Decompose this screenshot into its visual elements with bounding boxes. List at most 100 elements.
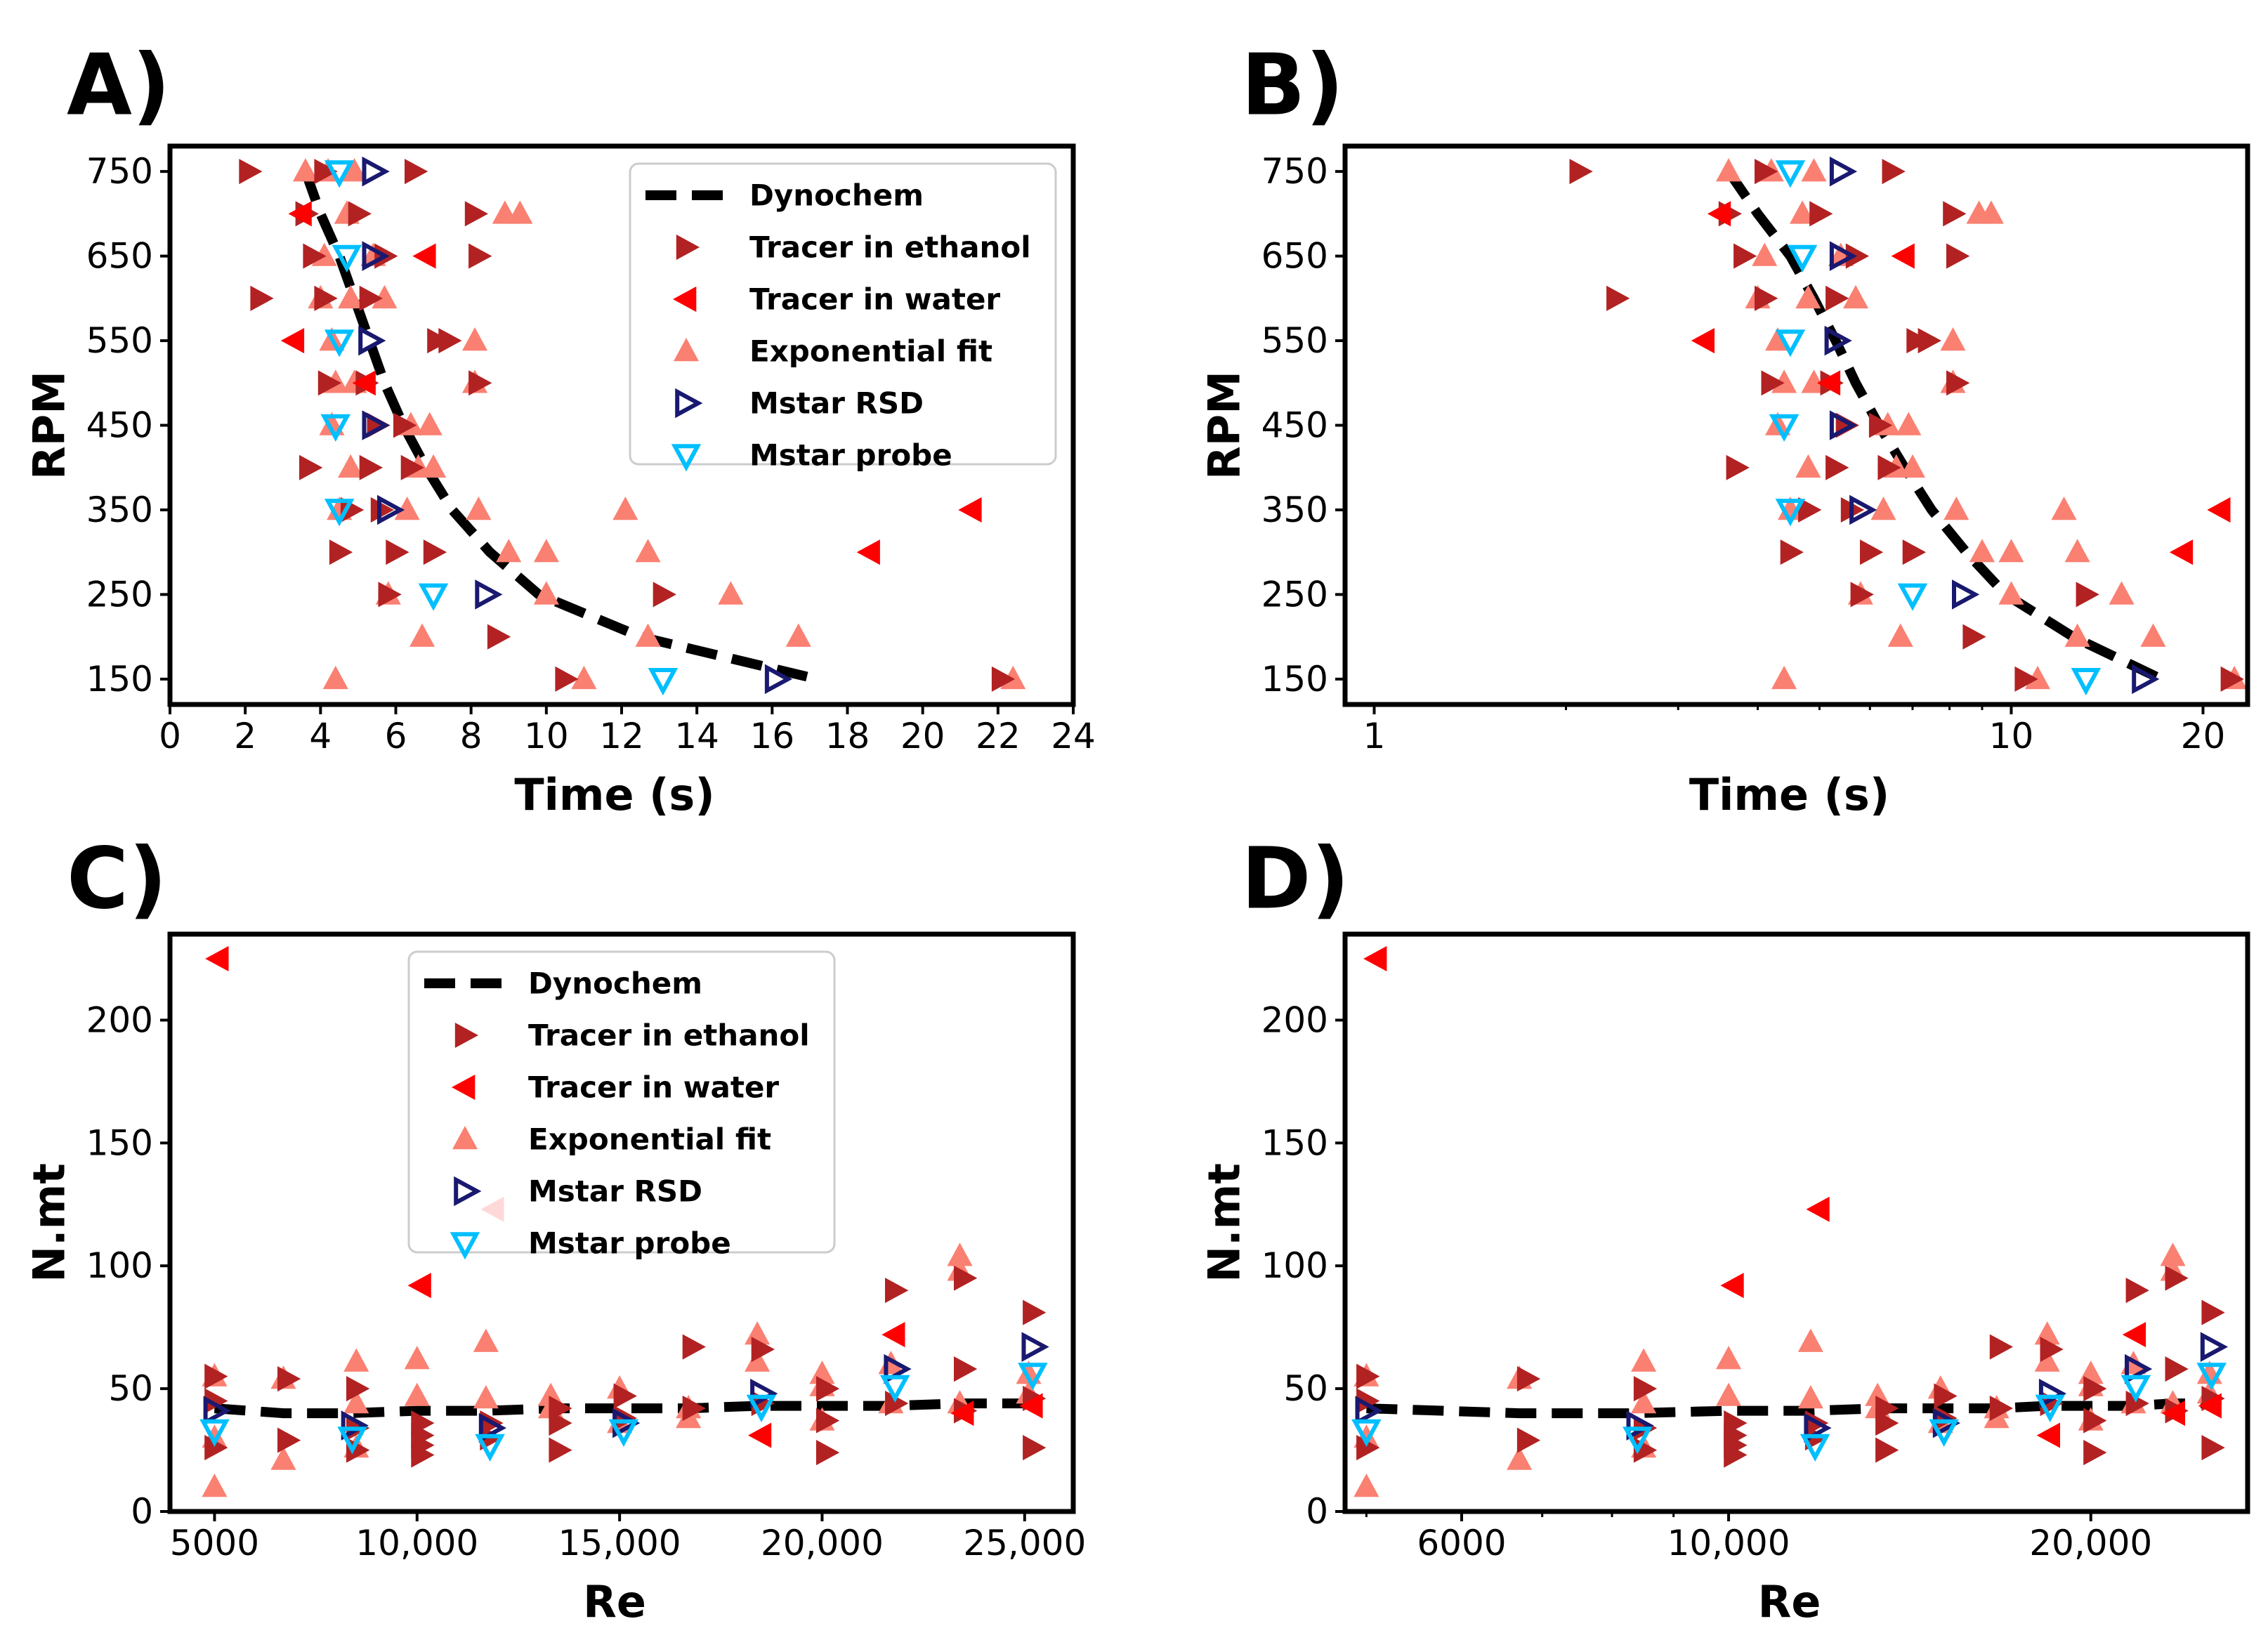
panel-a-exponential-fit-point	[612, 497, 638, 520]
panel-b-mstar-probe-point	[1775, 329, 1806, 358]
panel-a-tracer-in-ethanol-point	[393, 412, 417, 438]
panel-b-exponential-fit-point	[1943, 497, 1969, 520]
panel-b-exponential-fit-point	[1795, 284, 1821, 309]
panel-c-ytick-label: 200	[86, 999, 153, 1040]
panel-d-tracer-in-ethanol-point	[1356, 1435, 1380, 1461]
panel-b-mstar-rsd-point	[1849, 494, 1877, 525]
panel-b-mstar-probe-point	[1769, 414, 1800, 442]
panel-a-mstar-rsd-point	[377, 494, 405, 525]
panel-a-xlabel: Time (s)	[514, 769, 714, 820]
panel-b-tracer-in-water-point	[2207, 497, 2231, 523]
panel-d-ytick-label: 200	[1261, 999, 1328, 1040]
panel-b-tracer-in-ethanol-point	[2014, 666, 2038, 692]
panel-a-mstar-probe-point	[324, 329, 355, 358]
legend-tracer-in-ethanol-label: Tracer in ethanol	[749, 230, 1031, 265]
panel-a-xtick-label: 0	[159, 716, 181, 756]
panel-b-exponential-fit-point	[1940, 327, 1966, 351]
panel-c-xtick-label: 20,000	[761, 1523, 884, 1563]
panel-d-mstar-probe-point	[1623, 1427, 1653, 1455]
legend-mstar-probe-swatch	[671, 444, 702, 472]
panel-c-xlabel: Re	[583, 1576, 646, 1627]
panel-d-ylabel: N.mt	[1199, 1163, 1250, 1283]
panel-c-mstar-probe-point	[879, 1375, 910, 1403]
legend-exponential-fit-swatch	[674, 338, 699, 362]
panel-a-legend: Dynochem Tracer in ethanol Tracer in water…	[629, 162, 1057, 473]
panel-a-tracer-in-ethanol-point	[468, 243, 492, 269]
panel-c-xtick-label: 15,000	[558, 1523, 681, 1563]
panel-c-mstar-rsd-point	[1021, 1332, 1049, 1362]
panel-a-mstar-rsd-point	[362, 241, 390, 271]
panel-a-exponential-fit-point	[718, 581, 744, 605]
panel-a-exponential-fit-point	[635, 539, 661, 563]
panel-d-tracer-in-ethanol-point	[2125, 1278, 2149, 1304]
panel-a-exponential-fit-point	[409, 623, 435, 647]
panel-b-exponential-fit-point	[1969, 539, 1995, 563]
panel-b-tracer-in-ethanol-point	[1733, 243, 1757, 269]
panel-c-xtick-label: 25,000	[963, 1523, 1086, 1563]
legend-mstar-probe-swatch	[450, 1232, 480, 1260]
panel-a-exponential-fit-point	[571, 665, 597, 690]
legend-tracer-in-water-swatch	[673, 286, 697, 313]
panel-c-legend: Dynochem Tracer in ethanol Tracer in water…	[407, 950, 836, 1261]
panel-b-exponential-fit-point	[1843, 284, 1869, 309]
panel-a-mstar-rsd-point	[764, 664, 793, 695]
panel-c-tracer-in-ethanol-point	[204, 1388, 228, 1414]
panel-c-tracer-in-ethanol-point	[549, 1410, 572, 1436]
panel-b-tracer-in-ethanol-point	[1755, 285, 1778, 311]
panel-a-exponential-fit-point	[466, 497, 492, 520]
panel-c-mstar-probe-point	[475, 1434, 505, 1462]
panel-d-mstar-probe-point	[2196, 1363, 2227, 1391]
panel-c-letter: C)	[67, 831, 167, 929]
panel-a-xtick-label: 18	[825, 716, 870, 756]
legend-tracer-in-water-swatch	[452, 1075, 476, 1100]
panel-d-tracer-in-ethanol-point	[2040, 1337, 2064, 1363]
panel-d-tracer-in-ethanol-point	[2125, 1391, 2149, 1417]
panel-a-xtick-label: 2	[234, 716, 256, 756]
panel-a-tracer-in-water-point	[280, 328, 305, 354]
panel-b-tracer-in-ethanol-point	[1877, 454, 1901, 480]
panel-c-tracer-in-water-point	[205, 945, 229, 971]
panel-d-frame	[1342, 931, 2250, 1514]
panel-d-mstar-rsd-point	[2125, 1353, 2153, 1384]
panel-b-tracer-in-water-point	[1891, 243, 1915, 269]
panel-a-exponential-fit-point	[338, 284, 364, 309]
panel-c-tracer-in-ethanol-point	[954, 1356, 978, 1382]
panel-a-ytick-label: 650	[86, 236, 153, 277]
panel-c-xtick-label: 10,000	[355, 1523, 478, 1563]
panel-a-tracer-in-ethanol-point	[468, 370, 492, 396]
panel-b-xtick-label: 10	[1989, 716, 2034, 756]
panel-a-tracer-in-ethanol-point	[370, 497, 395, 523]
panel-a-exponential-fit-point	[533, 581, 559, 605]
panel-a-tracer-in-ethanol-point	[329, 539, 353, 565]
panel-a-mstar-probe-point	[648, 668, 679, 696]
panel-d-xtick-label: 10,000	[1667, 1523, 1790, 1563]
panel-c-mstar-probe-point	[337, 1427, 367, 1455]
panel-b-letter: B)	[1241, 37, 1344, 135]
panel-b-ytick-label: 750	[1261, 151, 1328, 192]
legend-tracer-in-ethanol-label: Tracer in ethanol	[528, 1018, 810, 1053]
panel-b-exponential-fit-point	[1899, 454, 1925, 478]
panel-d-mstar-rsd-point	[2038, 1378, 2067, 1409]
panel-a-exponential-fit-point	[322, 665, 348, 690]
panel-d-tracer-in-ethanol-point	[1516, 1427, 1541, 1453]
panel-d-tracer-in-water-point	[1363, 945, 1387, 971]
panel-a-tracer-in-ethanol-point	[423, 539, 447, 565]
panel-d-plot-area	[1345, 934, 2248, 1511]
panel-c-tracer-in-ethanol-point	[816, 1408, 840, 1434]
legend-mstar-rsd-label: Mstar RSD	[749, 386, 924, 421]
panel-a-exponential-fit-point	[372, 284, 398, 309]
legend-box	[629, 162, 1057, 466]
panel-c-exponential-fit-point	[745, 1348, 771, 1372]
panel-d-exponential-fit-point	[1631, 1390, 1657, 1414]
panel-c-tracer-in-ethanol-point	[885, 1391, 909, 1417]
panel-b-xlabel: Time (s)	[1689, 769, 1889, 820]
panel-a-tracer-in-ethanol-point	[359, 454, 383, 480]
panel-a-tracer-in-ethanol-point	[400, 454, 424, 480]
panel-d-mstar-rsd-point	[1355, 1396, 1383, 1426]
panel-a-exponential-fit-point	[417, 412, 443, 435]
panel-c-tracer-in-ethanol-point	[682, 1334, 706, 1360]
panel-a-mstar-probe-point	[332, 244, 362, 273]
panel-b-ytick-label: 450	[1261, 405, 1328, 446]
panel-d-tracer-in-ethanol-point	[2165, 1265, 2189, 1291]
panel-a-tracer-in-ethanol-point	[239, 159, 263, 185]
